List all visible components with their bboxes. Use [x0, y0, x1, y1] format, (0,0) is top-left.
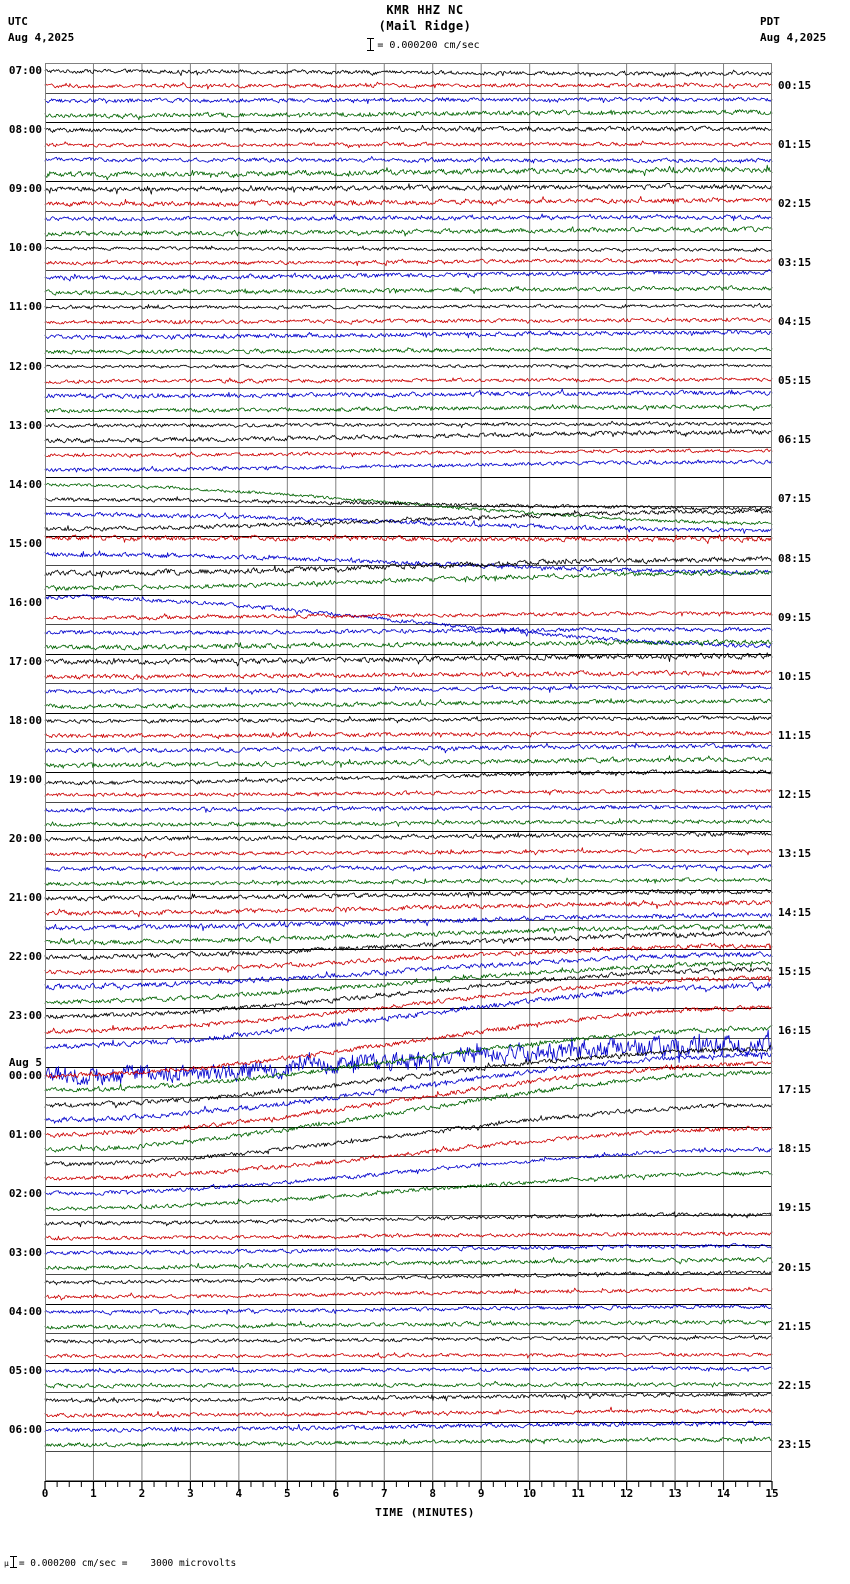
right-time-label: 08:15 [778, 551, 812, 565]
right-time-label: 00:15 [778, 78, 812, 92]
right-time-label: 13:15 [778, 846, 812, 860]
x-tick-label: 1 [90, 1487, 97, 1500]
left-time-label: 12:00 [8, 359, 42, 373]
left-time-label: 08:00 [8, 123, 42, 137]
footer-scale-note: µ = 0.000200 cm/sec = 3000 microvolts [4, 1556, 236, 1569]
left-time-label: 02:00 [8, 1186, 42, 1200]
left-timezone-label: UTC [8, 15, 28, 28]
x-tick-label: 9 [477, 1487, 485, 1500]
right-time-label: 23:15 [778, 1437, 812, 1451]
x-tick-label: 7 [380, 1487, 388, 1500]
right-time-label: 06:15 [778, 433, 812, 447]
x-tick-label: 2 [138, 1487, 146, 1500]
x-tick-label: 15 [765, 1487, 779, 1500]
x-tick-label: 13 [668, 1487, 682, 1500]
right-time-label: 11:15 [778, 728, 812, 742]
left-time-label: 22:00 [8, 950, 42, 964]
right-time-label: 19:15 [778, 1201, 812, 1215]
left-timezone-block: UTC Aug 4,2025 [8, 14, 74, 46]
x-tick-label: 14 [716, 1487, 731, 1500]
left-date-label: Aug 4,2025 [8, 31, 75, 44]
x-axis-ticks [44, 1481, 773, 1490]
left-time-label: 04:00 [8, 1304, 42, 1318]
right-time-label: 09:15 [778, 610, 812, 624]
site-title: (Mail Ridge) [378, 19, 472, 33]
left-time-label: 14:00 [8, 477, 42, 491]
right-time-label: 02:15 [778, 197, 812, 211]
right-time-label: 16:15 [778, 1024, 812, 1038]
right-time-label: 01:15 [778, 137, 812, 151]
x-axis-title: TIME (MINUTES) [375, 1506, 475, 1519]
left-time-label: 19:00 [8, 773, 42, 787]
left-time-label: 06:00 [8, 1423, 42, 1437]
x-tick-label: 10 [523, 1487, 537, 1500]
left-time-label: 21:00 [8, 891, 42, 905]
right-time-label: 04:15 [778, 315, 812, 329]
plot-frame [45, 63, 772, 1481]
footer-text-b: 3000 microvolts [150, 1558, 237, 1569]
left-time-label: 10:00 [8, 241, 42, 255]
right-time-label: 20:15 [778, 1260, 812, 1274]
x-tick-label: 6 [332, 1487, 340, 1500]
left-time-label: 07:00 [8, 64, 42, 78]
trace-lines [44, 68, 773, 1448]
right-time-label: 10:15 [778, 669, 812, 683]
x-tick-label: 11 [571, 1487, 585, 1500]
right-time-label: 17:15 [778, 1083, 812, 1097]
station-title: KMR HHZ NC [386, 3, 464, 17]
right-time-label: 07:15 [778, 492, 812, 506]
left-time-label: 20:00 [8, 832, 42, 846]
x-tick-label: 12 [619, 1487, 634, 1500]
x-tick-label: 8 [429, 1487, 437, 1500]
left-time-label: 05:00 [8, 1363, 42, 1377]
scale-legend: = 0.000200 cm/sec [0, 38, 850, 51]
left-time-label: 00:00 [8, 1068, 42, 1082]
right-time-label: 14:15 [778, 906, 812, 920]
footer-scale-bar-icon [9, 1556, 17, 1568]
right-time-label: 15:15 [778, 965, 812, 979]
x-tick-label: 0 [41, 1487, 49, 1500]
grid-lines [45, 63, 772, 1482]
scale-legend-text: = 0.000200 cm/sec [377, 40, 480, 51]
x-tick-label: 3 [187, 1487, 194, 1500]
left-time-label: 17:00 [8, 654, 42, 668]
right-time-label: 12:15 [778, 787, 812, 801]
right-time-label: 21:15 [778, 1319, 812, 1333]
footer-text-a: = 0.000200 cm/sec = [18, 1558, 128, 1569]
day-change-label: Aug 5 [8, 1055, 42, 1069]
left-time-label: 09:00 [8, 182, 42, 196]
left-time-label: 23:00 [8, 1009, 42, 1023]
right-time-label: 18:15 [778, 1142, 812, 1156]
left-time-label: 16:00 [8, 595, 42, 609]
left-time-label: 11:00 [8, 300, 42, 314]
left-time-label: 18:00 [8, 714, 42, 728]
right-timezone-block: PDT Aug 4,2025 [760, 14, 826, 46]
scale-bar-icon [367, 38, 375, 51]
left-time-label: 15:00 [8, 536, 42, 550]
x-tick-label: 4 [235, 1487, 243, 1500]
chart-header: KMR HHZ NC (Mail Ridge) = 0.000200 cm/se… [0, 0, 850, 60]
left-time-label: 13:00 [8, 418, 42, 432]
right-time-label: 03:15 [778, 256, 812, 270]
right-date-label: Aug 4,2025 [760, 31, 827, 44]
micro-symbol: µ [4, 1559, 9, 1568]
right-time-label: 22:15 [778, 1378, 812, 1392]
x-tick-label: 5 [284, 1487, 291, 1500]
left-time-label: 03:00 [8, 1245, 42, 1259]
right-timezone-label: PDT [760, 15, 780, 28]
left-time-label: 01:00 [8, 1127, 42, 1141]
right-time-label: 05:15 [778, 374, 812, 388]
